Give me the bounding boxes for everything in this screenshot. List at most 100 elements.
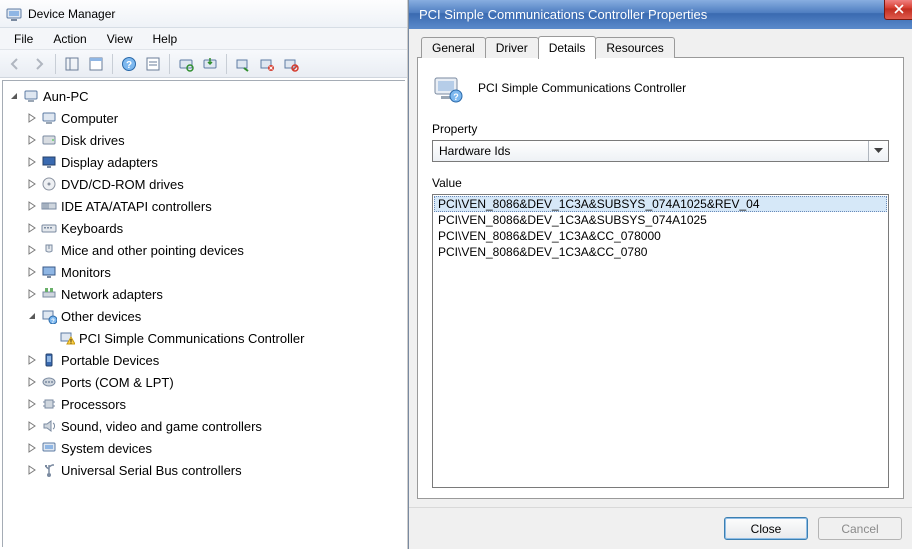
value-row[interactable]: PCI\VEN_8086&DEV_1C3A&CC_078000 [434,228,887,244]
device-manager-titlebar: Device Manager [0,0,407,28]
twisty-closed-icon[interactable] [25,199,39,213]
twisty-closed-icon[interactable] [25,419,39,433]
cancel-dialog-label: Cancel [841,522,878,536]
tree-item-label: Aun-PC [43,89,89,104]
toolbar-show-hide-tree-button[interactable] [61,53,83,75]
properties-title: PCI Simple Communications Controller Pro… [419,7,707,22]
tree-item-cat-14[interactable]: System devices [5,437,403,459]
toolbar-disable-button[interactable] [280,53,302,75]
twisty-closed-icon[interactable] [25,287,39,301]
tree-item-root[interactable]: Aun-PC [5,85,403,107]
twisty-closed-icon[interactable] [25,221,39,235]
tree-item-label: System devices [61,441,152,456]
property-selected-value: Hardware Ids [439,144,510,158]
toolbar-action-button[interactable] [142,53,164,75]
value-row[interactable]: PCI\VEN_8086&DEV_1C3A&SUBSYS_074A1025 [434,212,887,228]
tree-item-cat-6[interactable]: Mice and other pointing devices [5,239,403,261]
close-dialog-button[interactable]: Close [724,517,808,540]
menu-file[interactable]: File [4,30,43,48]
keyboard-icon [41,220,57,236]
system-icon [41,440,57,456]
tree-item-label: Universal Serial Bus controllers [61,463,242,478]
computer-icon [41,110,57,126]
tree-item-label: Network adapters [61,287,163,302]
twisty-open-icon[interactable] [7,89,21,103]
monitor-icon [41,264,57,280]
toolbar-help-button[interactable]: ? [118,53,140,75]
twisty-closed-icon[interactable] [25,353,39,367]
toolbar-uninstall-button[interactable] [256,53,278,75]
tree-item-cat-13[interactable]: Sound, video and game controllers [5,415,403,437]
tree-item-cat-5[interactable]: Keyboards [5,217,403,239]
value-row[interactable]: PCI\VEN_8086&DEV_1C3A&CC_0780 [434,244,887,260]
tab-details[interactable]: Details [538,36,597,59]
tree-item-cat-1[interactable]: Disk drives [5,129,403,151]
dialog-button-row: Close Cancel [409,507,912,549]
tree-item-cat-0[interactable]: Computer [5,107,403,129]
twisty-closed-icon[interactable] [25,133,39,147]
twisty-closed-icon[interactable] [25,463,39,477]
tree-item-cat-11[interactable]: Ports (COM & LPT) [5,371,403,393]
tab-resources[interactable]: Resources [595,37,674,58]
toolbar: ? [0,50,407,78]
toolbar-update-driver-button[interactable] [199,53,221,75]
toolbar-back-button[interactable] [4,53,26,75]
cpu-icon [41,396,57,412]
tree-item-cat-3[interactable]: DVD/CD-ROM drives [5,173,403,195]
warning-icon: ! [59,330,75,346]
tab-driver[interactable]: Driver [485,37,539,58]
svg-text:?: ? [126,60,132,71]
sound-icon [41,418,57,434]
mouse-icon [41,242,57,258]
tab-general[interactable]: General [421,37,486,58]
disk-icon [41,132,57,148]
computer-icon [23,88,39,104]
properties-titlebar: PCI Simple Communications Controller Pro… [409,0,912,29]
tree-item-cat-12[interactable]: Processors [5,393,403,415]
device-icon: ? [432,72,464,104]
tree-item-label: Other devices [61,309,141,324]
tree-item-label: Monitors [61,265,111,280]
svg-text:?: ? [453,92,459,102]
tree-item-label: Disk drives [61,133,125,148]
twisty-closed-icon[interactable] [25,155,39,169]
details-panel: ? PCI Simple Communications Controller P… [417,57,904,499]
twisty-closed-icon[interactable] [25,111,39,125]
value-listbox[interactable]: PCI\VEN_8086&DEV_1C3A&SUBSYS_074A1025&RE… [432,194,889,488]
twisty-closed-icon[interactable] [25,397,39,411]
toolbar-scan-hardware-button[interactable] [175,53,197,75]
toolbar-forward-button[interactable] [28,53,50,75]
twisty-open-icon[interactable] [25,309,39,323]
tree-item-cat-9[interactable]: ? Other devices [5,305,403,327]
value-row[interactable]: PCI\VEN_8086&DEV_1C3A&SUBSYS_074A1025&RE… [434,196,887,212]
property-dropdown[interactable]: Hardware Ids [432,140,889,162]
tree-item-cat-10[interactable]: Portable Devices [5,349,403,371]
menu-help[interactable]: Help [143,30,188,48]
tabstrip: General Driver Details Resources [417,35,904,58]
twisty-closed-icon[interactable] [25,177,39,191]
device-tree-pane[interactable]: Aun-PC Computer Disk drives Display adapter… [2,80,405,547]
twisty-closed-icon[interactable] [25,265,39,279]
close-icon [894,2,904,17]
menu-view[interactable]: View [97,30,143,48]
tree-item-label: Computer [61,111,118,126]
menu-action[interactable]: Action [43,30,96,48]
twisty-none [43,331,57,345]
tree-item-cat-8[interactable]: Network adapters [5,283,403,305]
tree-item-label: PCI Simple Communications Controller [79,331,304,346]
tree-item-cat-9-child-0[interactable]: ! PCI Simple Communications Controller [5,327,403,349]
svg-text:?: ? [51,319,55,324]
toolbar-enable-button[interactable] [232,53,254,75]
tree-item-cat-2[interactable]: Display adapters [5,151,403,173]
tree-item-label: Mice and other pointing devices [61,243,244,258]
toolbar-properties-button[interactable] [85,53,107,75]
tree-item-cat-15[interactable]: Universal Serial Bus controllers [5,459,403,481]
twisty-closed-icon[interactable] [25,375,39,389]
display-icon [41,154,57,170]
tree-item-cat-7[interactable]: Monitors [5,261,403,283]
twisty-closed-icon[interactable] [25,243,39,257]
close-button[interactable] [884,0,912,20]
tree-item-cat-4[interactable]: IDE ATA/ATAPI controllers [5,195,403,217]
twisty-closed-icon[interactable] [25,441,39,455]
device-manager-window: Device Manager File Action View Help [0,0,408,549]
